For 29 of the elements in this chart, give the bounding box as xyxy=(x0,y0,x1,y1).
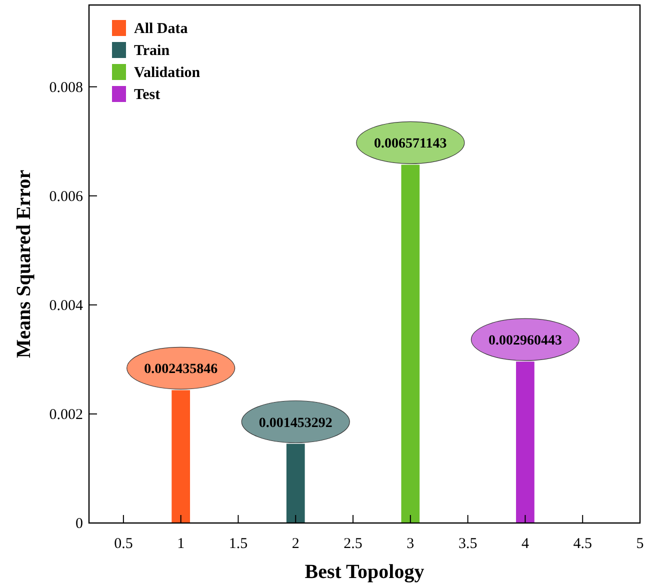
bar xyxy=(516,362,534,523)
x-tick-label: 1 xyxy=(177,536,185,552)
legend-label: Validation xyxy=(134,65,201,81)
data-label: 0.002435846 xyxy=(144,362,218,378)
x-tick-label: 3.5 xyxy=(458,536,478,552)
x-tick-label: 5 xyxy=(636,536,644,552)
x-tick-label: 1.5 xyxy=(228,536,248,552)
y-tick-label: 0.002 xyxy=(49,406,83,423)
x-tick-label: 2 xyxy=(292,536,300,552)
legend-label: Train xyxy=(134,43,170,59)
bar xyxy=(172,390,190,523)
x-axis-title: Best Topology xyxy=(304,561,424,583)
bar xyxy=(401,164,420,523)
x-tick-label: 4.5 xyxy=(573,536,592,552)
y-tick-label: 0.008 xyxy=(49,80,83,96)
data-label: 0.006571143 xyxy=(374,136,447,152)
y-tick-label: 0.006 xyxy=(49,188,84,205)
legend-label: Test xyxy=(134,87,160,103)
bar xyxy=(286,444,305,523)
x-tick-label: 3 xyxy=(406,536,414,552)
y-tick-label: 0.004 xyxy=(49,298,84,314)
data-label: 0.002960443 xyxy=(488,334,562,349)
x-tick-label: 2.5 xyxy=(344,536,362,552)
data-label: 0.001453292 xyxy=(258,416,332,431)
legend-label: All Data xyxy=(134,21,188,37)
y-tick-label: 0 xyxy=(76,516,83,532)
x-tick-label: 0.5 xyxy=(114,536,133,552)
x-tick-label: 4 xyxy=(521,536,530,552)
y-axis-title: Means Squared Error xyxy=(13,170,35,358)
